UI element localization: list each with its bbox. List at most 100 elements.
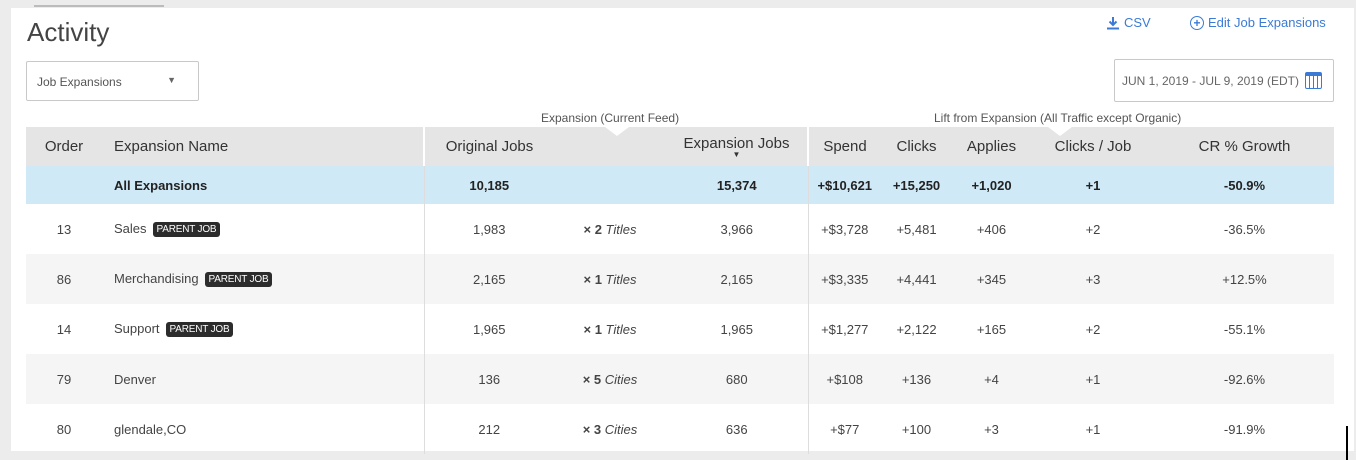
view-select[interactable]: Job Expansions ▼ bbox=[26, 61, 199, 101]
parent-job-badge: PARENT JOB bbox=[152, 222, 221, 237]
group-label-expansion: Expansion (Current Feed) bbox=[541, 111, 680, 125]
row-spend: +$3,728 bbox=[821, 221, 869, 237]
row-spend: +$3,335 bbox=[808, 254, 881, 304]
group-pointer-lift bbox=[1048, 127, 1072, 136]
row-clicks: +4,441 bbox=[881, 254, 952, 304]
row-multiplier: × 1 Titles bbox=[554, 304, 666, 354]
row-name-cell: Denver bbox=[102, 354, 425, 404]
summary-cr-growth: -50.9% bbox=[1155, 166, 1334, 204]
column-header-order[interactable]: Order bbox=[26, 127, 102, 166]
table-row[interactable]: 13 Sales PARENT JOB 1,983 × 2 Titles 3,96… bbox=[26, 204, 1334, 254]
row-original: 1,983 bbox=[472, 221, 506, 237]
group-pointer-expansion bbox=[605, 127, 629, 136]
multiplier-unit: Cities bbox=[604, 371, 638, 387]
row-clicks-per-job: +1 bbox=[1031, 354, 1155, 404]
row-applies: +345 bbox=[952, 254, 1031, 304]
table-row[interactable]: 80 glendale,CO 212 × 3 Cities 636 +$77 +… bbox=[26, 404, 1334, 454]
row-name-cell: glendale,CO bbox=[102, 404, 425, 454]
row-spend: +$1,277 bbox=[821, 321, 869, 337]
row-clicks: +2,122 bbox=[896, 321, 937, 337]
csv-label: CSV bbox=[1124, 15, 1151, 30]
row-order: 79 bbox=[26, 354, 102, 404]
summary-expansion: 15,374 bbox=[666, 166, 809, 204]
row-name-cell: Sales PARENT JOB bbox=[102, 204, 425, 254]
summary-order bbox=[26, 166, 102, 204]
column-header-expansion[interactable]: Expansion Jobs ▼ bbox=[666, 127, 809, 166]
group-label-lift: Lift from Expansion (All Traffic except … bbox=[934, 111, 1182, 125]
summary-original: 10,185 bbox=[424, 166, 554, 204]
row-cr-growth: -55.1% bbox=[1223, 321, 1266, 337]
row-original: 212 bbox=[478, 421, 501, 437]
summary-row: All Expansions 10,185 15,374 +$10,621 +1… bbox=[26, 166, 1334, 204]
summary-spend: +$10,621 bbox=[808, 166, 881, 204]
sort-desc-icon: ▼ bbox=[732, 150, 741, 159]
row-multiplier: × 3 Cities bbox=[554, 404, 666, 454]
row-name: Denver bbox=[114, 371, 156, 387]
table-row[interactable]: 14 Support PARENT JOB 1,965 × 1 Titles 1,… bbox=[26, 304, 1334, 354]
calendar-icon bbox=[1304, 72, 1322, 89]
row-name: Support bbox=[114, 321, 160, 336]
multiplier-value: × 1 bbox=[583, 321, 602, 337]
multiplier-unit: Titles bbox=[605, 221, 637, 237]
multiplier-value: × 2 bbox=[583, 221, 602, 237]
column-header-name[interactable]: Expansion Name bbox=[102, 127, 425, 166]
row-multiplier: × 1 Titles bbox=[554, 254, 666, 304]
row-order: 80 bbox=[56, 421, 72, 437]
row-applies: +165 bbox=[976, 321, 1007, 337]
multiplier-unit: Titles bbox=[605, 271, 637, 287]
row-clicks-per-job: +3 bbox=[1031, 254, 1155, 304]
multiplier-unit: Titles bbox=[605, 321, 637, 337]
edit-label: Edit Job Expansions bbox=[1208, 15, 1326, 30]
multiplier-value: × 1 bbox=[583, 271, 602, 287]
table-row[interactable]: 79 Denver 136 × 5 Cities 680 +$108 +136 … bbox=[26, 354, 1334, 404]
row-name: Merchandising bbox=[114, 271, 199, 286]
multiplier-value: × 3 bbox=[582, 421, 602, 437]
caret-down-icon: ▼ bbox=[167, 75, 176, 85]
row-multiplier: × 2 Titles bbox=[554, 204, 666, 254]
column-header-cr-growth[interactable]: CR % Growth bbox=[1155, 127, 1334, 166]
edit-job-expansions-link[interactable]: + Edit Job Expansions bbox=[1190, 15, 1326, 30]
column-header-clicks[interactable]: Clicks bbox=[881, 127, 952, 166]
row-clicks-per-job: +2 bbox=[1085, 221, 1101, 237]
row-original: 1,965 bbox=[472, 321, 506, 337]
row-expansion: 680 bbox=[666, 354, 809, 404]
row-order: 86 bbox=[26, 254, 102, 304]
row-cr-growth: -36.5% bbox=[1223, 221, 1266, 237]
row-cr-growth: -92.6% bbox=[1155, 354, 1334, 404]
column-header-applies[interactable]: Applies bbox=[952, 127, 1031, 166]
row-cr-growth: +12.5% bbox=[1155, 254, 1334, 304]
parent-job-badge: PARENT JOB bbox=[165, 322, 234, 337]
row-name-cell: Merchandising PARENT JOB bbox=[102, 254, 425, 304]
row-expansion: 3,966 bbox=[666, 204, 809, 254]
row-name: Sales bbox=[114, 221, 147, 236]
table-row[interactable]: 86 Merchandising PARENT JOB 2,165 × 1 Tit… bbox=[26, 254, 1334, 304]
row-clicks-per-job: +2 bbox=[1085, 321, 1101, 337]
summary-clicks-per-job: +1 bbox=[1031, 166, 1155, 204]
expansions-table: Order Expansion Name Original Jobs Expan… bbox=[26, 127, 1334, 454]
row-cr-growth: -91.9% bbox=[1223, 421, 1266, 437]
row-clicks: +100 bbox=[901, 421, 932, 437]
date-range-value: JUN 1, 2019 - JUL 9, 2019 (EDT) bbox=[1122, 73, 1299, 88]
multiplier-unit: Cities bbox=[604, 421, 638, 437]
row-applies: +4 bbox=[952, 354, 1031, 404]
summary-applies: +1,020 bbox=[952, 166, 1031, 204]
breadcrumb-cutoff bbox=[34, 0, 204, 8]
csv-download-link[interactable]: CSV bbox=[1106, 15, 1151, 30]
date-range-picker[interactable]: JUN 1, 2019 - JUL 9, 2019 (EDT) bbox=[1114, 59, 1334, 102]
row-applies: +406 bbox=[976, 221, 1007, 237]
row-expansion: 636 bbox=[666, 404, 809, 454]
row-name: glendale,CO bbox=[114, 421, 187, 437]
row-name-cell: Support PARENT JOB bbox=[102, 304, 425, 354]
row-expansion: 1,965 bbox=[666, 304, 809, 354]
column-header-expansion-label: Expansion Jobs bbox=[683, 135, 790, 152]
row-multiplier: × 5 Cities bbox=[554, 354, 666, 404]
column-header-original[interactable]: Original Jobs bbox=[424, 127, 554, 166]
row-original: 136 bbox=[424, 354, 554, 404]
summary-multiplier bbox=[554, 166, 666, 204]
row-order: 14 bbox=[56, 321, 72, 337]
row-expansion: 2,165 bbox=[666, 254, 809, 304]
row-order: 13 bbox=[56, 221, 72, 237]
view-select-value: Job Expansions bbox=[37, 75, 122, 89]
table-header-row: Order Expansion Name Original Jobs Expan… bbox=[26, 127, 1334, 166]
column-header-spend[interactable]: Spend bbox=[808, 127, 881, 166]
